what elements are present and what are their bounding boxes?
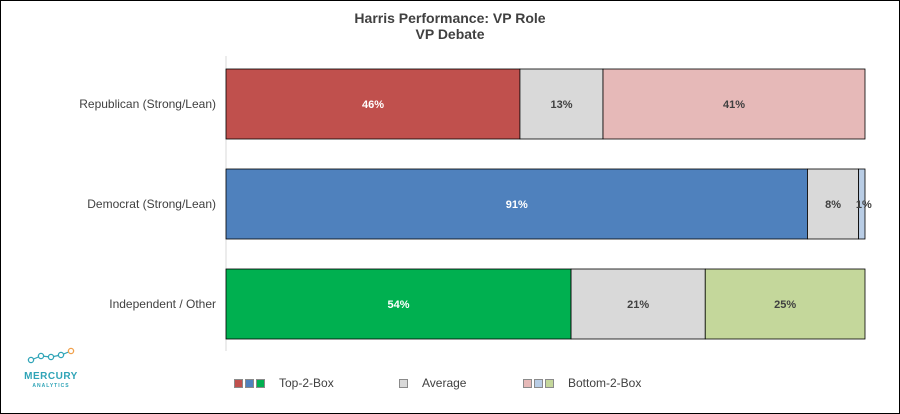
bar-segment [858, 168, 866, 240]
legend-item: Top-2-Box [234, 376, 334, 390]
legend-swatch [399, 378, 408, 388]
chart-title-block: Harris Performance: VP Role VP Debate [1, 10, 899, 42]
legend-item: Average [399, 376, 466, 390]
data-label: 46% [362, 99, 384, 111]
logo-wordmark: MERCURY [24, 371, 78, 382]
mercury-logo-icon [27, 347, 75, 364]
bar-segment [602, 68, 866, 140]
legend-swatch [234, 378, 243, 388]
legend-swatch [245, 378, 254, 388]
chart-subtitle: VP Debate [415, 26, 485, 42]
logo-node [57, 351, 65, 359]
logo-node [37, 352, 45, 360]
category-label: Democrat (Strong/Lean) [87, 197, 216, 211]
bar-segment [704, 268, 866, 340]
category-label: Republican (Strong/Lean) [79, 97, 216, 111]
data-label: 91% [506, 199, 528, 211]
category-label: Independent / Other [109, 297, 216, 311]
chart-title: Harris Performance: VP Role [354, 10, 546, 26]
data-label: 41% [723, 99, 745, 111]
legend-swatch [523, 378, 532, 388]
logo-node [67, 347, 75, 355]
bar-segment [570, 268, 706, 340]
data-label: 13% [550, 99, 572, 111]
data-label: 1% [856, 199, 872, 211]
logo-node [47, 353, 55, 361]
data-label: 54% [388, 299, 410, 311]
legend-swatch [256, 378, 265, 388]
legend-label: Bottom-2-Box [568, 376, 642, 390]
logo-tagline: ANALYTICS [32, 383, 70, 389]
legend-item: Bottom-2-Box [523, 376, 641, 390]
bar-segment [807, 168, 860, 240]
data-label: 21% [627, 299, 649, 311]
logo-node [27, 356, 35, 364]
legend-swatch [534, 378, 543, 388]
bar-segment [225, 68, 521, 140]
legend-swatch [545, 378, 554, 388]
bar-segment [225, 168, 808, 240]
bar-segment [225, 268, 572, 340]
data-label: 25% [774, 299, 796, 311]
data-label: 8% [825, 199, 841, 211]
legend-label: Top-2-Box [279, 376, 334, 390]
bar-segment [519, 68, 604, 140]
legend-label: Average [422, 376, 467, 390]
